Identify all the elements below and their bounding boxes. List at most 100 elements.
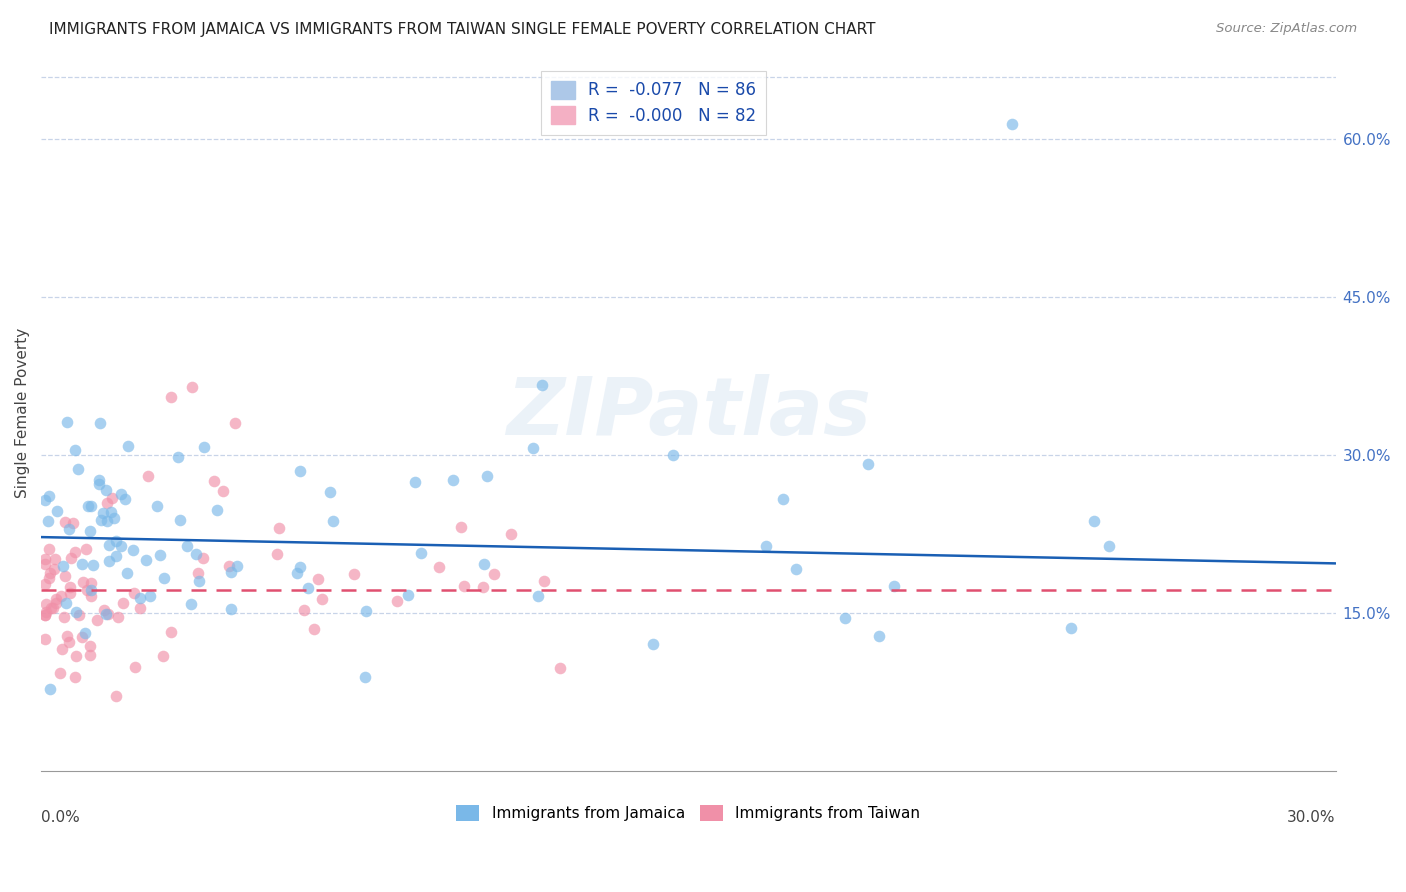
Point [526,590,548,604]
Point [96,514,118,528]
Point [52,558,75,573]
Point [1098,539,1121,553]
Text: ZIPatlas: ZIPatlas [506,374,870,452]
Point [65,605,87,619]
Point [86,613,108,627]
Point [76,583,98,598]
Point [531,378,554,392]
Point [121,542,143,557]
Point [34,551,56,566]
Point [100,505,122,519]
Point [159,390,181,404]
Point [184,547,207,561]
Point [58,522,80,536]
Point [79,648,101,663]
Point [475,468,498,483]
Point [80,575,103,590]
Point [187,566,209,580]
Point [96,496,118,510]
Point [34,608,56,623]
Point [87,476,110,491]
Point [160,624,183,639]
Point [37,514,59,528]
Point [79,640,101,654]
Point [34,492,56,507]
Point [266,547,288,561]
Point [73,626,96,640]
Point [45,596,67,610]
Point [38,570,60,584]
Point [35,597,58,611]
Point [111,597,134,611]
Legend: R =  -0.077   N = 86, R =  -0.000   N = 82: R = -0.077 N = 86, R = -0.000 N = 82 [541,70,766,135]
Point [56,415,79,429]
Point [522,441,544,455]
Text: IMMIGRANTS FROM JAMAICA VS IMMIGRANTS FROM TAIWAN SINGLE FEMALE POVERTY CORRELAT: IMMIGRANTS FROM JAMAICA VS IMMIGRANTS FR… [49,22,876,37]
Point [93,603,115,617]
Point [453,579,475,593]
Point [409,546,432,560]
Point [533,574,555,589]
Point [38,489,60,503]
Point [60,551,83,566]
Point [42,561,65,575]
Point [319,485,342,500]
Point [45,504,67,518]
Point [267,521,290,535]
Point [42,600,65,615]
Point [70,630,93,644]
Point [294,603,316,617]
Point [89,416,111,430]
Point [87,473,110,487]
Point [212,483,235,498]
Point [772,492,794,507]
Point [167,450,190,464]
Point [65,648,87,663]
Point [96,483,118,497]
Point [105,549,128,563]
Point [499,527,522,541]
Point [59,580,82,594]
Point [1001,116,1024,130]
Point [35,605,58,619]
Point [834,611,856,625]
Point [90,513,112,527]
Point [104,533,127,548]
Point [218,559,240,574]
Point [82,558,104,573]
Point [472,557,495,571]
Text: Source: ZipAtlas.com: Source: ZipAtlas.com [1216,22,1357,36]
Text: 30.0%: 30.0% [1286,810,1336,825]
Point [62,516,84,530]
Point [67,608,90,623]
Point [56,629,79,643]
Point [226,559,249,574]
Point [124,660,146,674]
Point [115,566,138,580]
Point [53,515,76,529]
Point [288,464,311,478]
Point [427,560,450,574]
Point [285,566,308,580]
Point [136,469,159,483]
Point [755,540,778,554]
Point [34,576,56,591]
Point [404,475,426,490]
Point [785,562,807,576]
Point [343,567,366,582]
Point [80,499,103,513]
Point [55,596,77,610]
Point [202,475,225,489]
Point [548,661,571,675]
Point [169,513,191,527]
Point [290,560,312,574]
Point [98,554,121,568]
Point [79,524,101,539]
Point [80,583,103,598]
Point [129,591,152,606]
Point [107,609,129,624]
Point [94,607,117,621]
Point [128,600,150,615]
Point [297,582,319,596]
Point [117,439,139,453]
